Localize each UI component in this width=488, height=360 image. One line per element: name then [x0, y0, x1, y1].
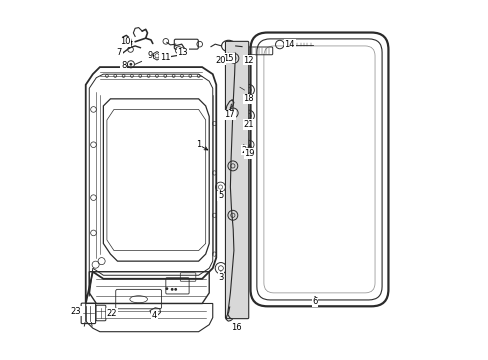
- Text: 3: 3: [218, 273, 223, 282]
- Text: 18: 18: [243, 94, 254, 103]
- Text: 2: 2: [241, 145, 246, 154]
- Circle shape: [129, 63, 132, 66]
- Text: 8: 8: [121, 61, 126, 70]
- Text: 12: 12: [243, 55, 253, 64]
- Text: 23: 23: [70, 307, 81, 316]
- Text: 20: 20: [215, 55, 225, 64]
- FancyBboxPatch shape: [225, 41, 248, 319]
- Text: 4: 4: [152, 311, 157, 320]
- Text: 21: 21: [243, 120, 253, 129]
- Text: 17: 17: [224, 110, 235, 119]
- Text: 13: 13: [177, 49, 188, 58]
- Text: 9: 9: [147, 51, 152, 60]
- Text: 19: 19: [244, 149, 255, 158]
- Text: 5: 5: [218, 192, 223, 201]
- Text: 14: 14: [284, 40, 294, 49]
- Text: 16: 16: [230, 323, 241, 332]
- Text: 11: 11: [160, 53, 170, 62]
- Circle shape: [165, 287, 168, 290]
- Text: 6: 6: [312, 297, 317, 306]
- Text: 7: 7: [116, 49, 122, 58]
- Circle shape: [248, 145, 251, 148]
- Circle shape: [174, 288, 177, 291]
- Text: 22: 22: [106, 309, 117, 318]
- Text: 10: 10: [120, 37, 130, 46]
- Circle shape: [170, 288, 173, 291]
- Text: 15: 15: [223, 54, 233, 63]
- Text: 1: 1: [196, 140, 201, 149]
